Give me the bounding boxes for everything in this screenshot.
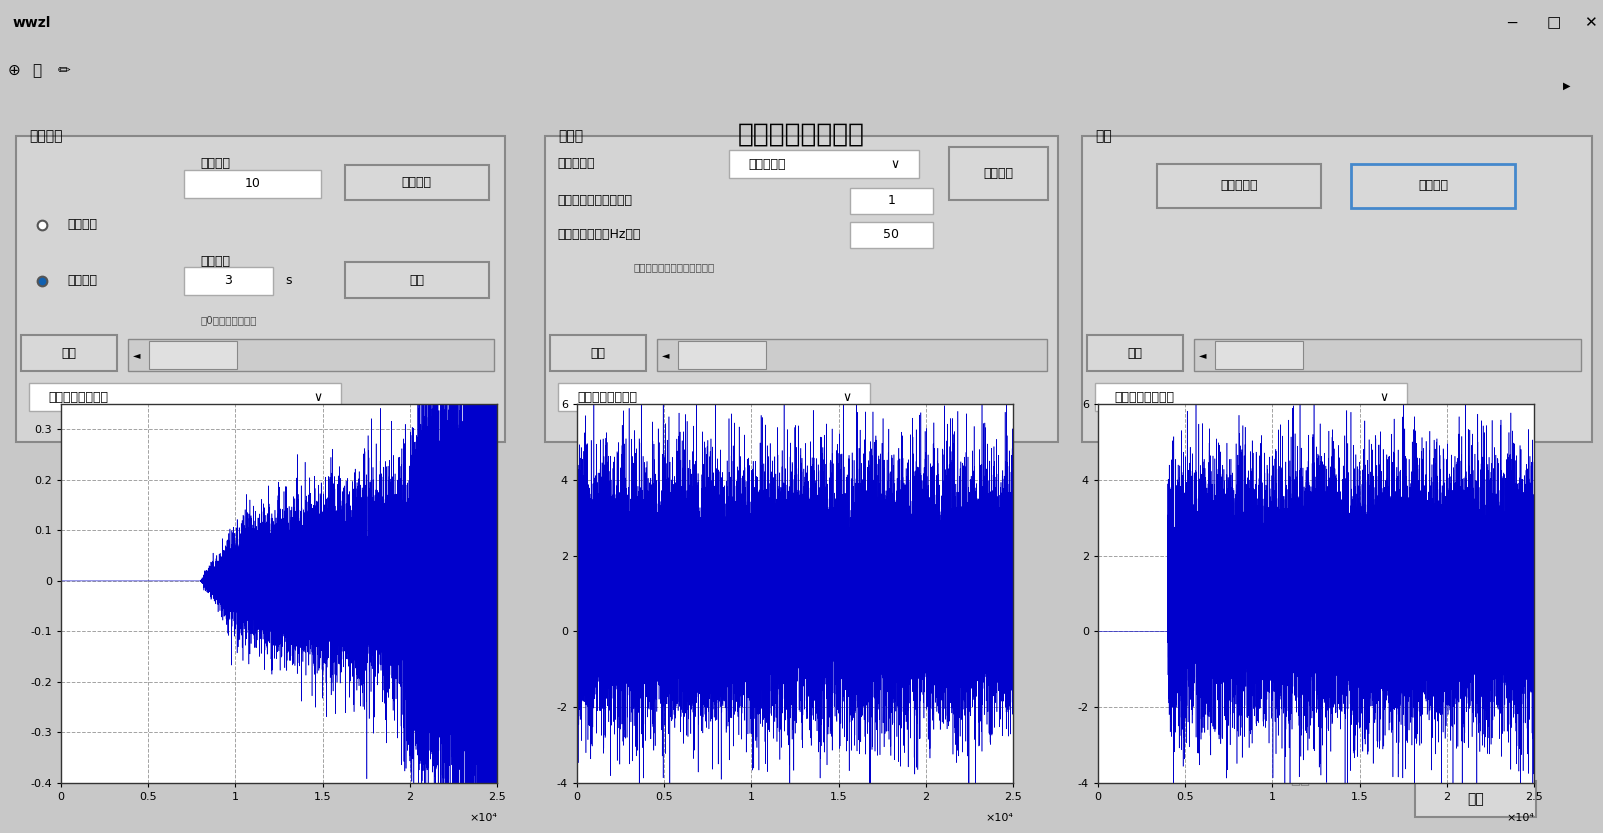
FancyBboxPatch shape (850, 188, 933, 214)
Text: ×10⁴: ×10⁴ (1507, 813, 1534, 823)
Text: wwzl: wwzl (13, 16, 51, 30)
Text: 50: 50 (883, 228, 899, 242)
Text: 声音采集: 声音采集 (29, 129, 63, 143)
FancyBboxPatch shape (1087, 336, 1183, 371)
Text: 采样点数: 采样点数 (200, 255, 231, 268)
Text: 语音文件: 语音文件 (67, 274, 98, 287)
Text: 退出: 退出 (1467, 792, 1484, 806)
Text: 播放: 播放 (590, 347, 606, 360)
Text: ×10⁴: ×10⁴ (986, 813, 1013, 823)
Text: ◄: ◄ (662, 351, 670, 361)
Text: 播放: 播放 (61, 347, 77, 360)
Text: ✋: ✋ (32, 63, 42, 78)
FancyBboxPatch shape (1095, 383, 1407, 412)
Text: 打开: 打开 (409, 273, 425, 287)
Text: ×10⁴: ×10⁴ (470, 813, 497, 823)
FancyBboxPatch shape (1351, 163, 1515, 208)
FancyBboxPatch shape (550, 336, 646, 371)
Text: 录制时间: 录制时间 (200, 157, 231, 170)
FancyBboxPatch shape (729, 150, 919, 178)
Text: 声卡输入: 声卡输入 (67, 218, 98, 232)
Text: □: □ (1547, 15, 1561, 31)
FancyBboxPatch shape (657, 339, 1047, 371)
Text: 过滤后的时域波形: 过滤后的时域波形 (1114, 391, 1173, 404)
Text: 滤波: 滤波 (1095, 129, 1111, 143)
FancyBboxPatch shape (345, 165, 489, 201)
Text: ◄: ◄ (133, 351, 141, 361)
Text: 交流噪声频率（Hz）：: 交流噪声频率（Hz）： (558, 228, 641, 241)
Text: ⊕: ⊕ (8, 63, 21, 78)
Text: 加噪后的时域波形: 加噪后的时域波形 (577, 391, 636, 404)
FancyBboxPatch shape (184, 170, 321, 197)
Text: ∨: ∨ (313, 391, 322, 404)
Text: （参数改动后重新选择加入）: （参数改动后重新选择加入） (633, 262, 715, 272)
Text: ✕: ✕ (1584, 15, 1597, 31)
Text: 10: 10 (245, 177, 260, 190)
FancyBboxPatch shape (184, 267, 273, 295)
Text: （0为歌曲采样点）: （0为歌曲采样点） (200, 316, 256, 326)
Text: ∨: ∨ (890, 158, 899, 171)
Text: 高斯白噪声: 高斯白噪声 (749, 158, 785, 171)
FancyBboxPatch shape (345, 262, 489, 297)
Text: ∨: ∨ (1379, 391, 1388, 404)
Text: 加入噪声: 加入噪声 (984, 167, 1013, 181)
Text: 3: 3 (224, 274, 232, 287)
Text: 加噪声: 加噪声 (558, 129, 583, 143)
FancyBboxPatch shape (1082, 137, 1592, 442)
Text: 开始录音: 开始录音 (402, 177, 431, 189)
Text: ✏: ✏ (58, 63, 71, 78)
FancyBboxPatch shape (1215, 341, 1303, 369)
FancyBboxPatch shape (850, 222, 933, 247)
Text: 开始滤波: 开始滤波 (1419, 179, 1448, 192)
FancyBboxPatch shape (678, 341, 766, 369)
FancyBboxPatch shape (128, 339, 494, 371)
Text: ─: ─ (1507, 15, 1516, 31)
FancyBboxPatch shape (558, 383, 870, 412)
Text: 天天Matlab: 天天Matlab (1290, 769, 1367, 786)
Text: 滤波器设置: 滤波器设置 (1220, 179, 1258, 192)
Text: 1: 1 (888, 194, 894, 207)
FancyBboxPatch shape (29, 383, 341, 412)
Text: ∨: ∨ (842, 391, 851, 404)
FancyBboxPatch shape (545, 137, 1058, 442)
Text: 现场录音噪声去除: 现场录音噪声去除 (737, 122, 866, 147)
Text: 噪声选择：: 噪声选择： (558, 157, 595, 170)
Text: ◄: ◄ (1199, 351, 1207, 361)
FancyBboxPatch shape (949, 147, 1048, 201)
FancyBboxPatch shape (1415, 781, 1536, 817)
Text: 噪声强度（相对值）：: 噪声强度（相对值）： (558, 194, 633, 207)
FancyBboxPatch shape (16, 137, 505, 442)
Text: 播放: 播放 (1127, 347, 1143, 360)
FancyBboxPatch shape (149, 341, 237, 369)
FancyBboxPatch shape (1194, 339, 1581, 371)
Text: s: s (285, 274, 292, 287)
Text: ▶: ▶ (1563, 81, 1571, 91)
FancyBboxPatch shape (1157, 163, 1321, 208)
FancyBboxPatch shape (21, 336, 117, 371)
Text: 原音频的时域波形: 原音频的时域波形 (48, 391, 107, 404)
